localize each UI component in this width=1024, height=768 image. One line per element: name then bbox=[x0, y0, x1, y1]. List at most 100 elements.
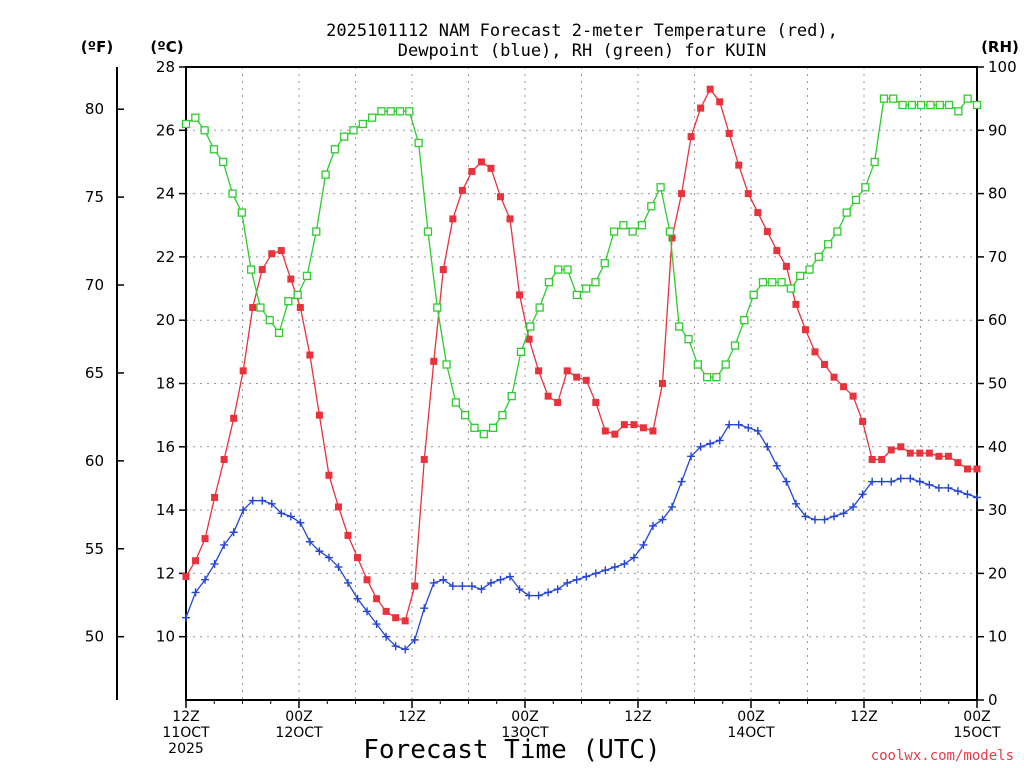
data-point bbox=[372, 620, 381, 629]
data-point bbox=[782, 262, 790, 270]
data-point bbox=[906, 449, 914, 457]
time-tick-label: 12OCT bbox=[275, 725, 323, 741]
data-point bbox=[801, 326, 809, 334]
rh-tick-label: 60 bbox=[988, 311, 1007, 329]
data-point bbox=[749, 290, 758, 300]
data-point bbox=[926, 100, 935, 110]
data-point bbox=[554, 398, 562, 406]
data-point bbox=[954, 459, 962, 467]
data-point bbox=[461, 410, 470, 420]
data-point bbox=[725, 129, 733, 137]
data-point bbox=[772, 461, 781, 470]
data-point bbox=[302, 271, 312, 281]
rh-tick-label: 20 bbox=[988, 564, 1007, 582]
data-point bbox=[515, 585, 524, 594]
time-tick-label: 12Z bbox=[398, 709, 425, 725]
data-point bbox=[553, 585, 562, 594]
data-point bbox=[201, 535, 209, 543]
data-point bbox=[330, 145, 340, 154]
data-point bbox=[620, 421, 628, 429]
data-series bbox=[181, 85, 982, 654]
celsius-tick-label: 20 bbox=[156, 311, 175, 329]
data-point bbox=[628, 227, 637, 236]
data-point bbox=[535, 303, 544, 312]
rh-tick-label: 10 bbox=[988, 628, 1007, 646]
data-point bbox=[678, 190, 686, 198]
data-point bbox=[468, 167, 476, 175]
data-point bbox=[516, 347, 526, 357]
data-point bbox=[649, 427, 657, 435]
data-point bbox=[814, 252, 823, 262]
data-point bbox=[898, 100, 907, 110]
data-point bbox=[395, 107, 405, 116]
data-point bbox=[687, 452, 696, 461]
data-point bbox=[191, 113, 200, 122]
time-tick-label: 00Z bbox=[737, 709, 764, 725]
rh-tick-label: 100 bbox=[988, 58, 1017, 76]
data-point bbox=[839, 509, 848, 518]
rh-tick-label: 90 bbox=[988, 121, 1007, 139]
data-point bbox=[265, 316, 274, 325]
data-point bbox=[192, 557, 200, 565]
data-point bbox=[423, 227, 433, 236]
data-point bbox=[287, 275, 295, 283]
data-point bbox=[458, 582, 467, 591]
celsius-tick-label: 24 bbox=[156, 185, 175, 203]
fahrenheit-tick-label: 75 bbox=[85, 188, 104, 206]
x-axis-label: Forecast Time (UTC) bbox=[363, 735, 660, 765]
data-point bbox=[811, 348, 819, 356]
data-point bbox=[777, 278, 786, 287]
data-point bbox=[410, 635, 419, 644]
data-point bbox=[782, 477, 791, 486]
data-point bbox=[286, 512, 295, 521]
axes bbox=[116, 66, 978, 701]
data-point bbox=[487, 164, 495, 172]
data-point bbox=[659, 380, 667, 387]
data-point bbox=[773, 247, 781, 255]
data-point bbox=[830, 512, 839, 521]
data-point bbox=[740, 316, 749, 325]
data-point bbox=[420, 604, 429, 613]
data-point bbox=[200, 126, 209, 135]
data-point bbox=[754, 209, 762, 217]
grid-lines bbox=[186, 67, 977, 700]
data-point bbox=[373, 595, 381, 603]
data-point bbox=[267, 499, 276, 508]
data-point bbox=[498, 410, 507, 420]
data-point bbox=[716, 98, 724, 106]
data-point bbox=[544, 392, 552, 400]
data-point bbox=[753, 426, 762, 435]
time-tick-label: 12Z bbox=[850, 709, 877, 725]
data-point bbox=[458, 186, 466, 194]
rh-axis-ticks: 0 10 20 30 40 50 60 70 80 90 100 bbox=[977, 58, 1017, 709]
data-point bbox=[219, 157, 228, 167]
data-point bbox=[451, 398, 461, 407]
data-point bbox=[181, 119, 191, 129]
data-point bbox=[944, 100, 954, 110]
data-point bbox=[677, 477, 686, 486]
data-point bbox=[868, 455, 876, 463]
data-point bbox=[439, 266, 447, 274]
data-point bbox=[582, 572, 591, 581]
celsius-axis-ticks: 10 12 14 16 18 20 22 24 26 28 bbox=[156, 58, 186, 646]
data-point bbox=[859, 417, 867, 425]
data-point bbox=[706, 85, 714, 93]
data-point bbox=[239, 367, 247, 375]
data-point bbox=[448, 582, 457, 591]
data-point bbox=[296, 304, 304, 312]
data-point bbox=[248, 496, 257, 505]
data-point bbox=[382, 607, 390, 615]
data-point bbox=[693, 360, 702, 369]
data-point bbox=[391, 642, 400, 651]
data-point bbox=[820, 515, 829, 524]
data-point bbox=[344, 578, 353, 587]
data-point bbox=[675, 322, 684, 331]
data-point bbox=[201, 575, 210, 584]
data-point bbox=[401, 617, 409, 625]
celsius-tick-label: 26 bbox=[156, 121, 175, 139]
data-point bbox=[544, 278, 554, 287]
data-point bbox=[228, 189, 237, 198]
data-point bbox=[665, 227, 675, 236]
data-point bbox=[868, 477, 877, 486]
